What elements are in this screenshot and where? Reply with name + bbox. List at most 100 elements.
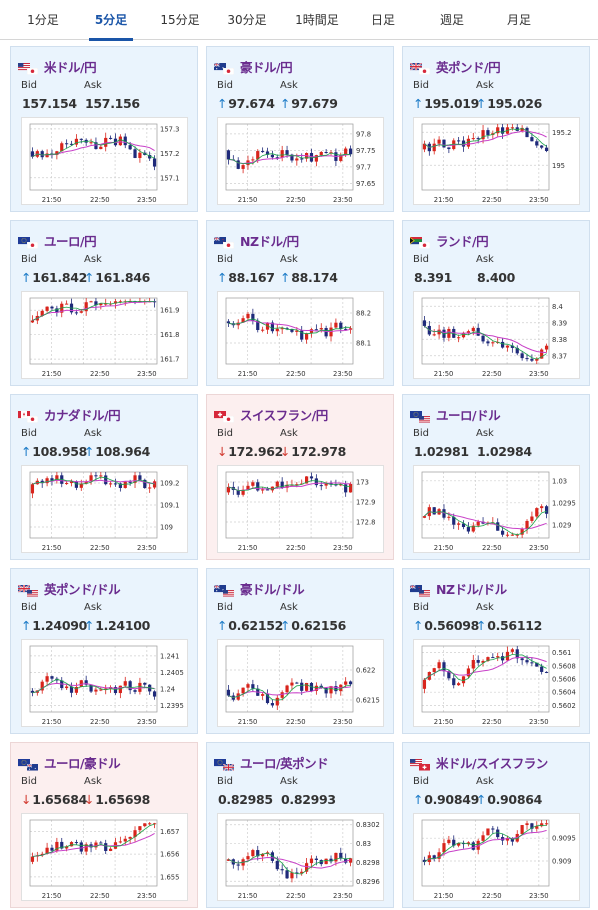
candle-body — [535, 826, 539, 829]
plot-frame — [29, 645, 158, 713]
candle-body — [40, 853, 44, 856]
rate-card[interactable]: NZドル/ドル Bid Ask ↑0.56098 ↑0.56112 0.561 0.5608… — [402, 568, 590, 734]
candle-body — [525, 823, 529, 826]
candle-body — [79, 138, 83, 140]
candlestick-chart[interactable]: 0.8302 0.83 0.8298 0.8296 21:50 22:50 23:50 — [217, 813, 384, 901]
candlestick-chart[interactable]: 1.241 1.2405 1.24 1.2395 21:50 22:50 23:50 — [21, 639, 188, 727]
currency-pair-name[interactable]: 米ドル/円 — [44, 60, 97, 75]
currency-pair-name[interactable]: 豪ドル/円 — [240, 60, 293, 75]
rate-card[interactable]: NZドル/円 Bid Ask ↑88.167 ↑88.174 88.2 88.1 21:50 2… — [206, 220, 394, 386]
rate-card[interactable]: 豪ドル/ドル Bid Ask ↑0.62152 ↑0.62156 0.622 0.6215 2… — [206, 568, 394, 734]
candlestick-chart[interactable]: 0.9095 0.909 21:50 22:50 23:50 — [413, 813, 580, 901]
currency-pair-name[interactable]: NZドル/ドル — [436, 582, 507, 597]
ask-price: ↓172.978 — [280, 444, 346, 459]
rate-card[interactable]: 米ドル/スイスフラン Bid Ask ↑0.90849 ↑0.90864 0.9095 0.… — [402, 742, 590, 908]
tab-5[interactable]: 1時間足 — [295, 13, 339, 27]
rate-card[interactable]: 英ポンド/円 Bid Ask ↑195.019 ↑195.026 195.2 195 21:5… — [402, 46, 590, 212]
candle-body — [457, 842, 461, 846]
candlestick-chart[interactable]: 0.622 0.6215 21:50 22:50 23:50 — [217, 639, 384, 727]
x-tick-label: 21:50 — [434, 892, 454, 900]
currency-pair-name[interactable]: ランド/円 — [436, 234, 489, 249]
candle-body — [30, 690, 35, 693]
rate-card[interactable]: ランド/円 Bid Ask 8.391 8.400 8.4 8.39 8.38 8.37 21:5… — [402, 220, 590, 386]
tab-2[interactable]: 5分足 — [76, 0, 146, 41]
currency-pair-name[interactable]: 英ポンド/円 — [436, 60, 501, 75]
ma-line-long — [32, 141, 155, 158]
tab-7[interactable]: 週足 — [439, 13, 464, 27]
plot-frame — [29, 819, 158, 887]
candlestick-chart[interactable]: 88.2 88.1 21:50 22:50 23:50 — [217, 291, 384, 379]
candle-body — [520, 353, 524, 359]
currency-pair-name[interactable]: ユーロ/英ポンド — [240, 756, 329, 771]
currency-pair-name[interactable]: 豪ドル/ドル — [240, 582, 305, 597]
y-tick-label: 173 — [356, 479, 369, 487]
rate-card[interactable]: カナダドル/円 Bid Ask ↑108.958 ↑108.964 109.2 109.1 1… — [10, 394, 198, 560]
candle-body — [241, 687, 245, 694]
currency-pair-name[interactable]: 米ドル/スイスフラン — [436, 756, 548, 771]
tab-8[interactable]: 月足 — [506, 13, 531, 27]
ask-price: ↑161.846 — [84, 270, 150, 285]
candlestick-chart[interactable]: 195.2 195 21:50 22:50 23:50 — [413, 117, 580, 205]
candlestick-chart[interactable]: 1.657 1.656 1.655 21:50 22:50 23:50 — [21, 813, 188, 901]
y-tick-label: 109.2 — [160, 480, 179, 488]
currency-pair-name[interactable]: NZドル/円 — [240, 234, 299, 249]
timeframe-tab-bar: 1分足 5分足 15分足 30分足 1時間足 日足 週足 月足 — [0, 0, 598, 41]
ask-price: ↑88.174 — [280, 270, 338, 285]
candle-body — [530, 823, 534, 829]
candlestick-chart[interactable]: 173 172.9 172.8 21:50 22:50 23:50 — [217, 465, 384, 553]
candle-body — [89, 475, 93, 482]
rate-card[interactable]: ユーロ/英ポンド Bid Ask 0.82985 0.82993 0.8302 0.83 0.… — [206, 742, 394, 908]
x-tick-label: 22:50 — [286, 718, 306, 726]
tab-6[interactable]: 日足 — [370, 13, 395, 27]
candle-body — [520, 658, 524, 661]
candlestick-chart[interactable]: 97.8 97.75 97.7 97.65 21:50 22:50 23:50 — [217, 117, 384, 205]
candlestick-chart[interactable]: 0.561 0.5608 0.5606 0.5604 0.5602 21:50 22:50 2… — [413, 639, 580, 727]
rate-card[interactable]: ユーロ/ドル Bid Ask 1.02981 1.02984 1.03 1.0295 1.02… — [402, 394, 590, 560]
candle-body — [55, 475, 59, 481]
candle-body — [314, 155, 318, 162]
currency-pair-name[interactable]: スイスフラン/円 — [240, 408, 328, 423]
candle-body — [226, 689, 231, 696]
currency-pair-name[interactable]: カナダドル/円 — [44, 408, 121, 423]
candle-body — [309, 858, 314, 864]
tab-3[interactable]: 15分足 — [160, 13, 200, 27]
currency-pair-name[interactable]: ユーロ/ドル — [436, 408, 501, 423]
candlestick-chart[interactable]: 157.3 157.2 157.1 21:50 22:50 23:50 — [21, 117, 188, 205]
candle-body — [339, 322, 343, 329]
candlestick-chart[interactable]: 1.03 1.0295 1.029 21:50 22:50 23:50 — [413, 465, 580, 553]
candle-body — [128, 681, 132, 691]
tab-4[interactable]: 30分足 — [227, 13, 267, 27]
candle-body — [65, 303, 69, 305]
candle-body — [422, 320, 427, 326]
rate-card[interactable]: ユーロ/円 Bid Ask ↑161.842 ↑161.846 161.9 161.8 161… — [10, 220, 198, 386]
candle-body — [30, 856, 35, 862]
candle-body — [84, 481, 88, 484]
candlestick-chart[interactable]: 109.2 109.1 109 21:50 22:50 23:50 — [21, 465, 188, 553]
candle-body — [344, 148, 348, 155]
currency-pair-name[interactable]: ユーロ/円 — [44, 234, 97, 249]
candle-body — [69, 143, 74, 145]
currency-pair-name[interactable]: 英ポンド/ドル — [44, 582, 121, 597]
candle-body — [55, 841, 59, 851]
rate-card[interactable]: 豪ドル/円 Bid Ask ↑97.674 ↑97.679 97.8 97.75 97.7 97… — [206, 46, 394, 212]
candle-body — [442, 662, 446, 672]
candle-body — [481, 130, 485, 140]
bid-value: 0.82985 — [218, 792, 273, 807]
bid-value: 172.962 — [228, 444, 284, 459]
candle-body — [290, 328, 294, 332]
candle-body — [118, 483, 122, 488]
bid-value: 97.674 — [228, 96, 275, 111]
tab-1[interactable]: 1分足 — [27, 13, 59, 27]
price-chart-svg: 161.9 161.8 161.7 21:50 22:50 23:50 — [29, 297, 179, 378]
rate-card[interactable]: スイスフラン/円 Bid Ask ↓172.962 ↓172.978 173 172.9 17… — [206, 394, 394, 560]
y-tick-label: 195 — [552, 162, 565, 170]
rate-card[interactable]: 米ドル/円 Bid Ask 157.154 157.156 157.3 157.2 157.1… — [10, 46, 198, 212]
x-tick-label: 21:50 — [42, 370, 62, 378]
candlestick-chart[interactable]: 161.9 161.8 161.7 21:50 22:50 23:50 — [21, 291, 188, 379]
rate-card[interactable]: 英ポンド/ドル Bid Ask ↑1.24090 ↑1.24100 1.241 1.2405… — [10, 568, 198, 734]
rate-card[interactable]: ユーロ/豪ドル Bid Ask ↓1.65684 ↓1.65698 1.657 1.656 1… — [10, 742, 198, 908]
currency-pair-name[interactable]: ユーロ/豪ドル — [44, 756, 121, 771]
candle-body — [143, 479, 147, 489]
candlestick-chart[interactable]: 8.4 8.39 8.38 8.37 21:50 22:50 23:50 — [413, 291, 580, 379]
plot-frame — [29, 123, 158, 191]
